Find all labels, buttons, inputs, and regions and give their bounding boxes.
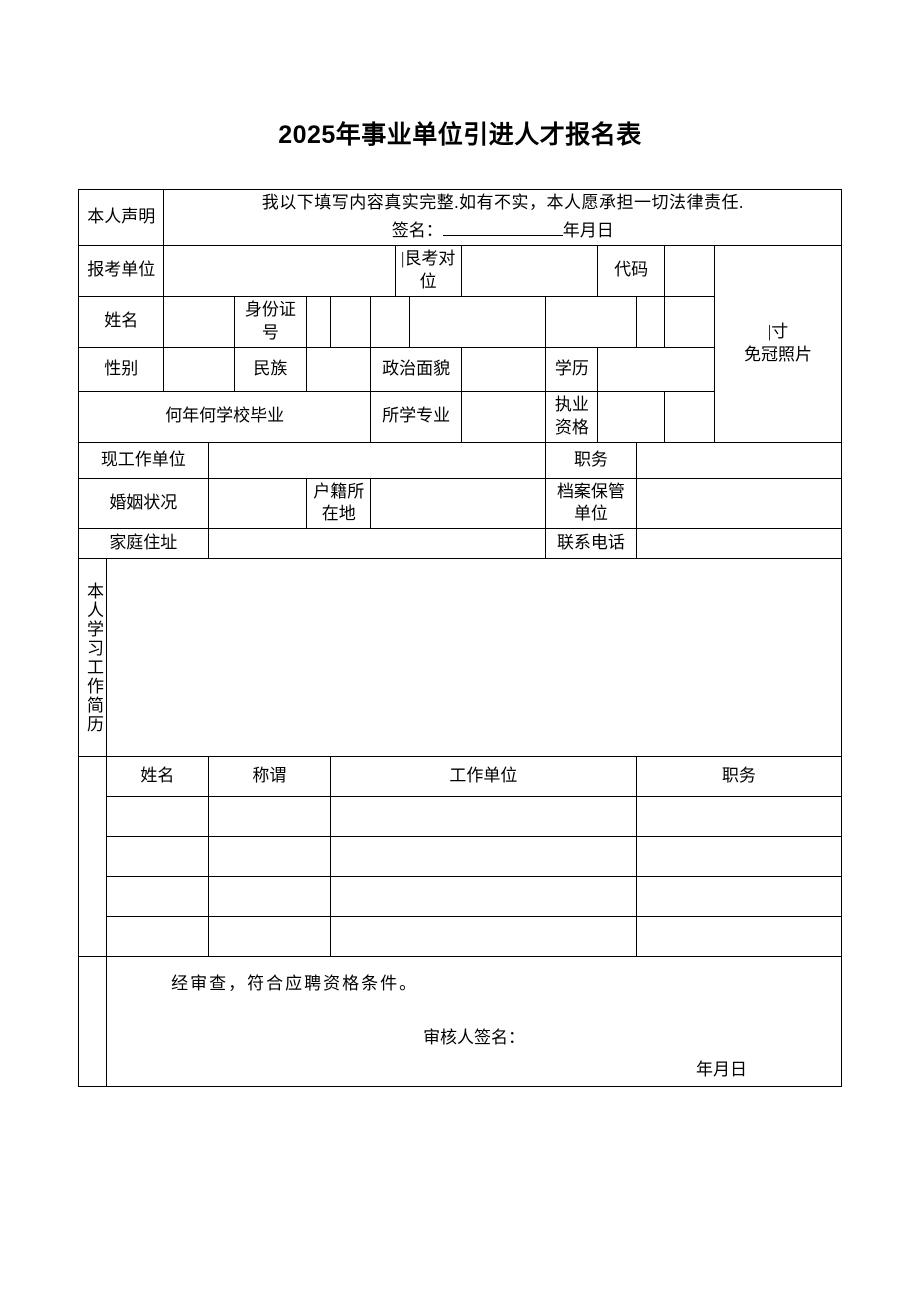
id-cell-1 [307,296,331,347]
family-row-4-unit [331,917,636,957]
home-address-label: 家庭住址 [79,529,209,559]
gender-value [164,347,234,391]
audit-text-1: 经审查，符合应聘资格条件。 [171,973,418,996]
family-row-1-name [107,797,209,837]
id-cell-2 [331,296,371,347]
sign-prefix: 签名： [392,221,443,240]
major-value [461,391,545,442]
family-row-4-name [107,917,209,957]
photo-line1: |寸 [768,322,788,341]
signature-blank [443,219,563,236]
position-label: 职务 [546,442,636,478]
grad-school-label: 何年何学校毕业 [79,391,371,442]
apply-position-label: |艮考对位 [395,245,461,296]
audit-text-2: 审核人签名： [111,1027,837,1050]
id-cell-5 [546,296,636,347]
declaration-text: 我以下填写内容真实完整.如有不实，本人愿承担一切法律责任. [164,190,842,217]
resume-content [107,559,842,757]
family-col-relation: 称谓 [208,757,331,797]
hukou-value [371,478,546,529]
politics-value [461,347,545,391]
family-row-3-unit [331,877,636,917]
hukou-label: 户籍所在地 [307,478,371,529]
phone-value [636,529,841,559]
family-row-4-relation [208,917,331,957]
id-no-label: 身份证号 [234,296,306,347]
apply-unit-value [164,245,395,296]
qualification-label: 执业资格 [546,391,598,442]
education-label: 学历 [546,347,598,391]
family-row-2-relation [208,837,331,877]
major-label: 所学专业 [371,391,461,442]
code-label: 代码 [598,245,664,296]
document-page: 2025年事业单位引进人才报名表 本人声明 我以下填写内容真实完整.如有不 [0,0,920,1167]
family-row-3-position [636,877,841,917]
family-row-4-position [636,917,841,957]
family-row-2-position [636,837,841,877]
gender-label: 性别 [79,347,164,391]
name-label: 姓名 [79,296,164,347]
home-address-value [208,529,546,559]
registration-form-table: 本人声明 我以下填写内容真实完整.如有不实，本人愿承担一切法律责任. 签名： 年月… [78,189,842,1087]
current-unit-value [208,442,546,478]
id-cell-6 [636,296,664,347]
family-row-1-relation [208,797,331,837]
apply-unit-label: 报考单位 [79,245,164,296]
audit-text-3: 年月日 [696,1059,747,1082]
marital-label: 婚姻状况 [79,478,209,529]
archive-unit-label: 档案保管单位 [546,478,636,529]
qualification-value-2 [664,391,714,442]
id-cell-3 [371,296,409,347]
family-row-3-name [107,877,209,917]
family-row-2-unit [331,837,636,877]
ethnicity-value [307,347,371,391]
form-title: 2025年事业单位引进人才报名表 [78,115,842,151]
family-row-1-unit [331,797,636,837]
family-row-3-relation [208,877,331,917]
audit-cell: 经审查，符合应聘资格条件。 审核人签名： 年月日 [107,957,842,1087]
family-side-label [79,757,107,957]
marital-value [208,478,306,529]
code-value [664,245,714,296]
sign-date-suffix: 年月日 [563,221,614,240]
name-value [164,296,234,347]
archive-unit-value [636,478,841,529]
family-row-1-position [636,797,841,837]
apply-position-value [461,245,598,296]
photo-line2: 免冠照片 [744,345,812,364]
id-cell-4 [409,296,546,347]
declaration-label: 本人声明 [79,190,164,246]
family-col-position: 职务 [636,757,841,797]
family-row-2-name [107,837,209,877]
phone-label: 联系电话 [546,529,636,559]
declaration-signature-line: 签名： 年月日 [164,217,842,245]
ethnicity-label: 民族 [234,347,306,391]
family-col-name: 姓名 [107,757,209,797]
audit-side [79,957,107,1087]
qualification-value-1 [598,391,664,442]
id-cell-7 [664,296,714,347]
education-value [598,347,715,391]
politics-label: 政治面貌 [371,347,461,391]
position-value [636,442,841,478]
resume-label: 本人学习工作简历 [79,559,107,757]
photo-box: |寸 免冠照片 [715,245,842,442]
family-col-work-unit: 工作单位 [331,757,636,797]
current-unit-label: 现工作单位 [79,442,209,478]
